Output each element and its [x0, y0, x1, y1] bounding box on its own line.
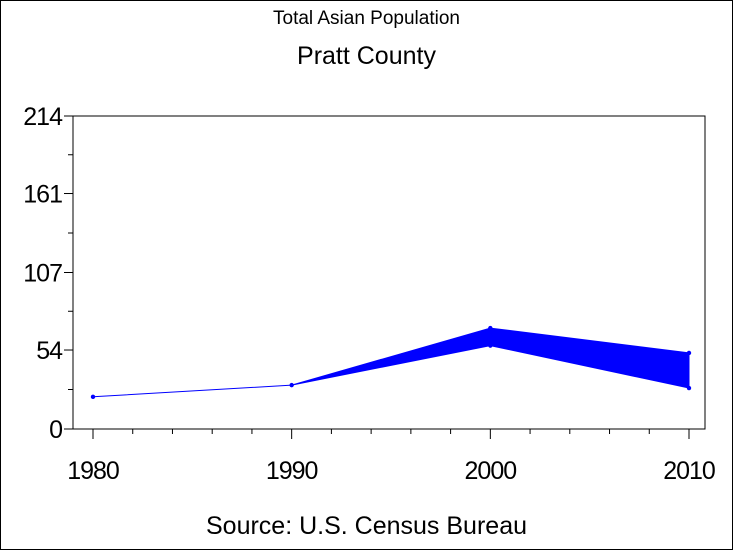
data-point-high: [289, 382, 294, 388]
data-point-high: [488, 325, 493, 331]
source-note: Source: U.S. Census Bureau: [206, 512, 527, 540]
y-tick-label: 0: [49, 416, 62, 444]
data-point-high: [90, 394, 96, 400]
series-band: [92, 327, 690, 398]
data-point-high: [686, 350, 692, 356]
x-tick-label: 2010: [663, 457, 715, 485]
data-point-low: [488, 343, 493, 348]
y-tick-label: 107: [23, 260, 62, 288]
x-tick-label: 1980: [67, 457, 119, 485]
x-tick-label: 2000: [465, 457, 517, 485]
y-tick-label: 161: [23, 181, 62, 209]
chart-subtitle: Pratt County: [297, 42, 436, 70]
x-tick-label: 1990: [266, 457, 318, 485]
y-tick-label: 54: [36, 337, 63, 365]
chart-title: Total Asian Population: [273, 8, 460, 29]
y-tick-label: 214: [23, 103, 63, 131]
plot-area-border: [72, 115, 706, 430]
data-point-low: [686, 385, 692, 391]
